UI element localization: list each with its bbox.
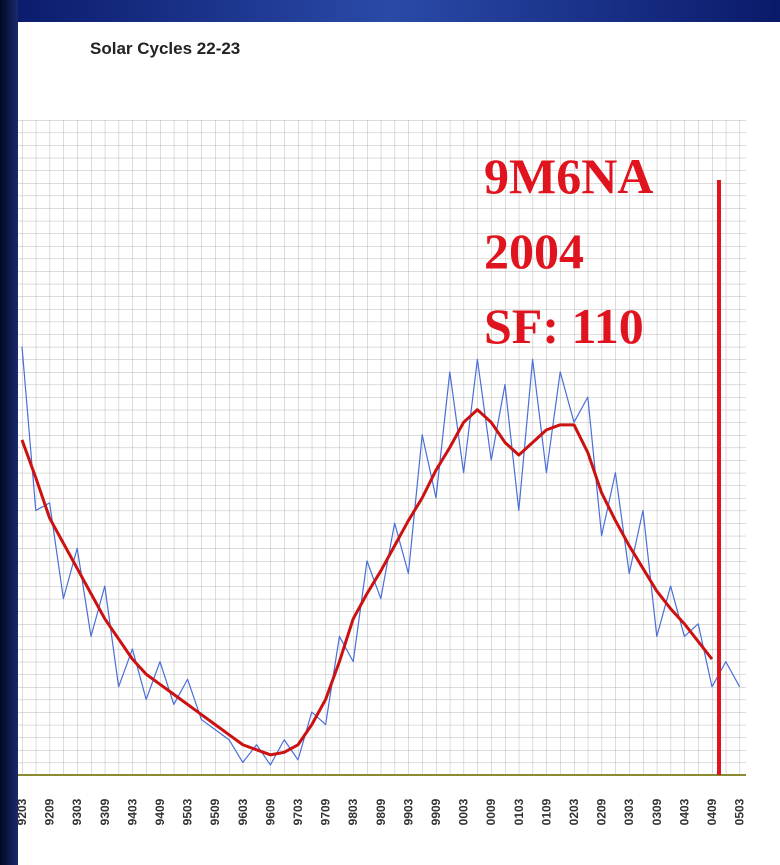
x-tick-label: 0203 bbox=[567, 798, 581, 825]
x-tick-label: 9809 bbox=[374, 798, 388, 825]
x-tick-label: 9609 bbox=[263, 798, 277, 825]
x-tick-label: 9503 bbox=[181, 798, 195, 825]
x-tick-label: 9403 bbox=[125, 798, 139, 825]
top-band bbox=[0, 0, 780, 22]
x-tick-label: 0109 bbox=[539, 798, 553, 825]
x-tick-label: 0403 bbox=[677, 798, 691, 825]
x-tick-label: 0209 bbox=[595, 798, 609, 825]
x-tick-label: 9709 bbox=[319, 798, 333, 825]
annotation: SF: 110 bbox=[484, 298, 644, 354]
x-tick-label: 0003 bbox=[457, 798, 471, 825]
x-tick-label: 0103 bbox=[512, 798, 526, 825]
x-tick-label: 0409 bbox=[705, 798, 719, 825]
x-tick-label: 9409 bbox=[153, 798, 167, 825]
x-tick-label: 9603 bbox=[236, 798, 250, 825]
series-line bbox=[21, 346, 741, 766]
x-tick-label: 9209 bbox=[43, 798, 57, 825]
chart-title: Solar Cycles 22-23 bbox=[90, 39, 240, 58]
x-tick-label: 9309 bbox=[98, 798, 112, 825]
x-tick-label: 0303 bbox=[622, 798, 636, 825]
x-tick-label: 9303 bbox=[70, 798, 84, 825]
x-tick-label: 0503 bbox=[733, 798, 747, 825]
plot bbox=[20, 346, 741, 766]
x-tick-label: 9703 bbox=[291, 798, 305, 825]
x-tick-label: 0309 bbox=[650, 798, 664, 825]
left-band bbox=[0, 0, 18, 865]
series-line bbox=[20, 408, 714, 757]
annotation: 9M6NA bbox=[484, 148, 653, 204]
x-tick-label: 9203 bbox=[15, 798, 29, 825]
x-tick-label: 0009 bbox=[484, 798, 498, 825]
grid bbox=[18, 120, 746, 775]
annotation: 2004 bbox=[484, 223, 584, 279]
x-tick-label: 9803 bbox=[346, 798, 360, 825]
x-tick-label: 9909 bbox=[429, 798, 443, 825]
x-tick-label: 9903 bbox=[401, 798, 415, 825]
x-tick-label: 9509 bbox=[208, 798, 222, 825]
